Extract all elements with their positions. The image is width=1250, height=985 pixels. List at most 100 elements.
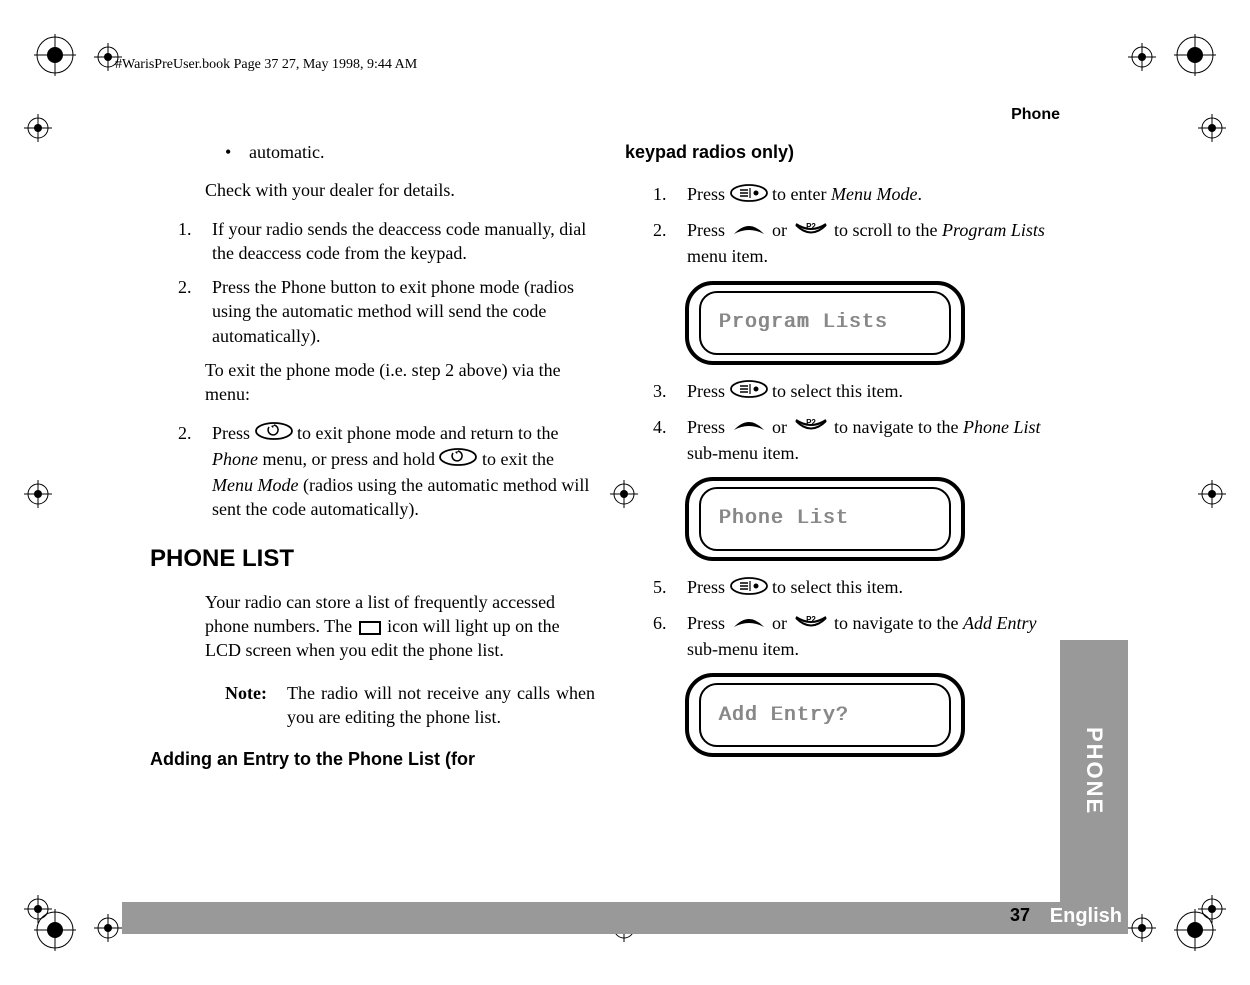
reg-target-bl2 [24,895,52,923]
p2-key-icon: P2 [792,416,830,440]
t: to enter [768,184,831,204]
t: Press [687,613,730,633]
reg-target-br2 [1198,895,1226,923]
menu-key-icon [730,380,768,404]
t: to exit the [477,449,553,469]
page-content: • automatic. Check with your dealer for … [150,140,1070,860]
right-column: keypad radios only) 1. Press to enter Me… [625,140,1070,860]
t: Phone [212,449,258,469]
t: to navigate to the [830,417,963,437]
left-column: • automatic. Check with your dealer for … [150,140,595,860]
step-r1: 1. Press to enter Menu Mode. [653,182,1070,208]
step-text: Press or P2 to navigate to the Add Entry… [687,611,1070,661]
bullet-automatic: • automatic. [225,140,595,164]
heading-keypad-radios: keypad radios only) [625,140,1070,164]
t: Press [687,417,730,437]
step-r5: 5. Press to select this item. [653,575,1070,601]
t: . [917,184,922,204]
t: or [768,613,792,633]
lcd-text: Phone List [719,505,849,532]
para-exit: To exit the phone mode (i.e. step 2 abov… [205,358,595,407]
note-label: Note: [225,681,287,730]
lcd-text: Add Entry? [719,702,849,729]
note-block: Note: The radio will not receive any cal… [225,681,595,730]
step-number: 1. [178,217,212,266]
crop-mark-tr [1174,34,1216,76]
note-text: The radio will not receive any calls whe… [287,681,595,730]
t: to navigate to the [830,613,963,633]
lcd-text: Program Lists [719,309,888,336]
side-tab-phone: PHONE [1060,640,1128,902]
reg-target-mr2 [1198,480,1226,508]
step-r2: 2. Press or P2 to scroll to the Program … [653,218,1070,268]
t: Program Lists [942,220,1045,240]
heading-adding-entry: Adding an Entry to the Phone List (for [150,747,595,771]
heading-phone-list: PHONE LIST [150,543,595,575]
step-text: Press to select this item. [687,575,1070,601]
step-text: If your radio sends the deaccess code ma… [212,217,595,266]
step-text: Press the Phone button to exit phone mod… [212,275,595,348]
step-number: 6. [653,611,687,661]
reg-target-mr1 [1198,114,1226,142]
step-a1: 1. If your radio sends the deaccess code… [178,217,595,266]
t: Press [687,577,730,597]
para-phone-list: Your radio can store a list of frequentl… [205,590,595,663]
menu-key-icon [730,184,768,208]
step-b: 2. Press to exit phone mode and return t… [178,421,595,522]
reg-target-ml1 [24,114,52,142]
step-number: 3. [653,379,687,405]
t: Menu Mode [212,475,298,495]
phone-list-icon [359,621,381,635]
t: sub-menu item. [687,443,799,463]
reg-target-ml2 [24,480,52,508]
page-number: 37 [1010,905,1030,926]
step-text: Press to exit phone mode and return to t… [212,421,595,522]
step-text: Press to select this item. [687,379,1070,405]
lcd-phone-list: Phone List [685,477,965,561]
step-text: Press or P2 to navigate to the Phone Lis… [687,415,1070,465]
footer-language: English [1050,905,1122,928]
svg-text:P2: P2 [806,418,816,427]
step-number: 2. [178,275,212,348]
t: menu, or press and hold [258,449,439,469]
step-number: 2. [653,218,687,268]
step-number: 5. [653,575,687,601]
bullet-text: automatic. [249,140,324,164]
t: or [768,417,792,437]
lcd-add-entry: Add Entry? [685,673,965,757]
step-text: Press to enter Menu Mode. [687,182,1070,208]
up-key-icon [730,613,768,637]
p2-key-icon: P2 [792,613,830,637]
menu-key-icon [730,577,768,601]
t: to scroll to the [830,220,942,240]
step-number: 4. [653,415,687,465]
up-key-icon [730,220,768,244]
up-key-icon [730,416,768,440]
t: to select this item. [768,577,903,597]
t: menu item. [687,246,768,266]
t: Press [212,423,255,443]
header-metadata: #WarisPreUser.book Page 37 27, May 1998,… [115,57,417,73]
step-r3: 3. Press to select this item. [653,379,1070,405]
bullet-dot: • [225,140,249,164]
crop-mark-tl [34,34,76,76]
step-text: Press or P2 to scroll to the Program Lis… [687,218,1070,268]
svg-text:P2: P2 [806,222,816,231]
t: sub-menu item. [687,639,799,659]
t: to select this item. [768,381,903,401]
step-number: 1. [653,182,687,208]
lcd-program-lists: Program Lists [685,281,965,365]
reg-target-bl [94,914,122,942]
para-check-dealer: Check with your dealer for details. [205,178,595,202]
t: Phone List [963,417,1041,437]
t: Press [687,220,730,240]
reg-target-tr [1128,43,1156,71]
step-number: 2. [178,421,212,522]
step-r4: 4. Press or P2 to navigate to the Phone … [653,415,1070,465]
t: to exit phone mode and return to the [293,423,559,443]
step-r6: 6. Press or P2 to navigate to the Add En… [653,611,1070,661]
t: Press [687,381,730,401]
back-key-icon [255,422,293,446]
back-key-icon [439,448,477,472]
t: or [768,220,792,240]
